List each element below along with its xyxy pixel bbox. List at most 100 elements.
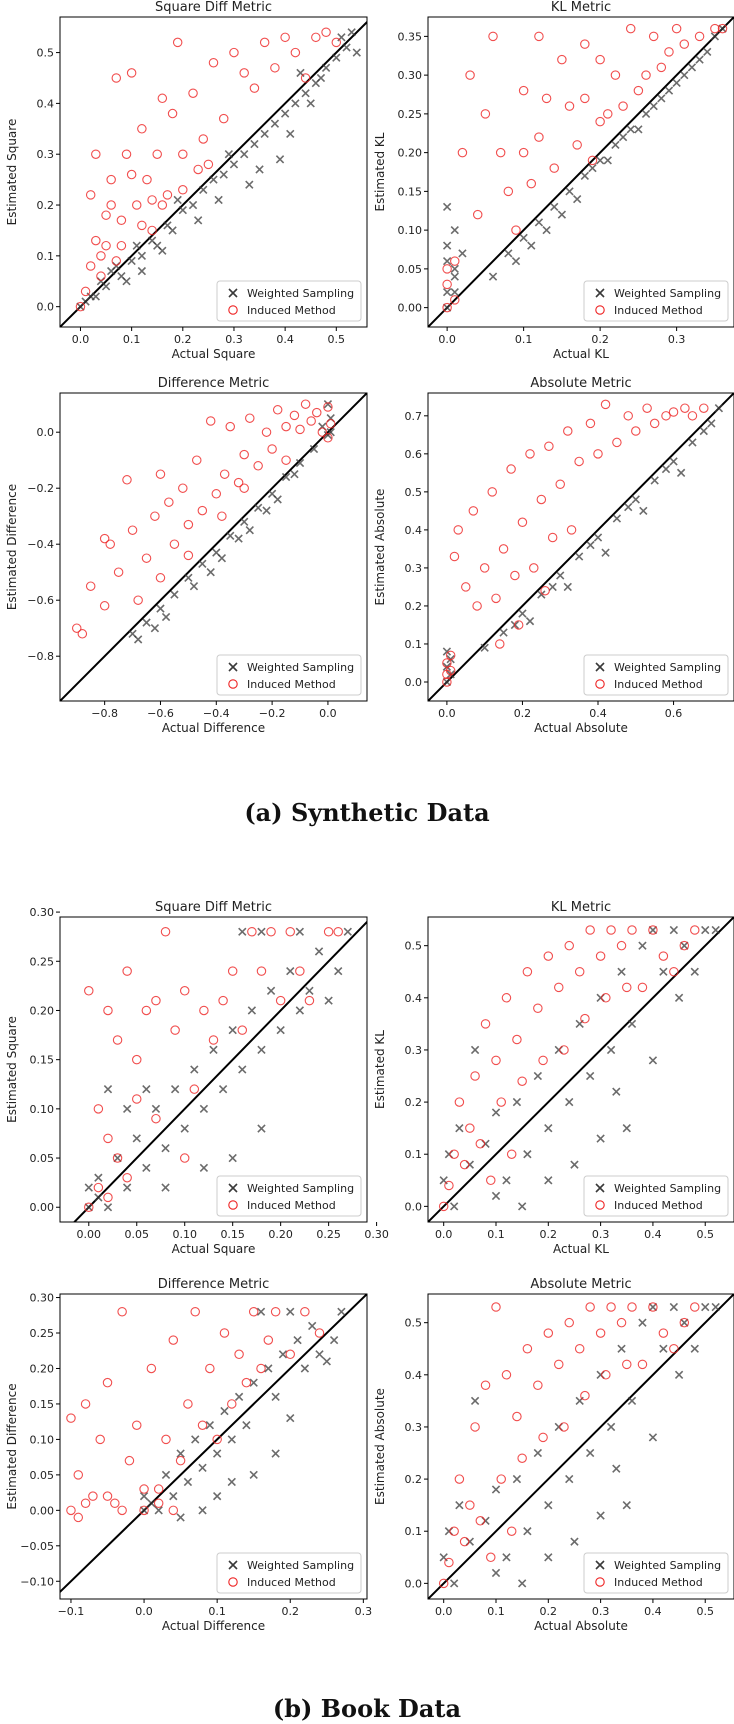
induced-method-point <box>610 70 621 80</box>
induced-method-point <box>486 1175 496 1186</box>
weighted-sampling-point <box>278 1350 288 1359</box>
weighted-sampling-point <box>664 86 674 95</box>
induced-method-point <box>192 455 202 465</box>
weighted-sampling-point <box>169 1491 178 1501</box>
induced-method-point <box>480 1380 491 1390</box>
weighted-sampling-point <box>309 444 319 454</box>
weighted-sampling-point <box>525 616 535 626</box>
chart-panel-2: KL Metric 0.0 0.1 0.2 0.3 0.00 0.05 0.10 0.15 0.2… <box>373 0 734 361</box>
weighted-sampling-point <box>442 647 452 656</box>
weighted-sampling-point <box>295 927 305 936</box>
induced-method-point <box>323 433 333 443</box>
weighted-sampling-point <box>596 993 605 1002</box>
induced-method-point <box>612 437 622 448</box>
induced-method-point <box>66 1505 76 1516</box>
induced-method-point <box>648 925 658 935</box>
induced-method-point <box>585 925 595 935</box>
induced-method-point <box>501 1370 512 1380</box>
weighted-sampling-point <box>198 559 207 568</box>
weighted-sampling-point <box>450 287 459 297</box>
y-tick-label: 0.2 <box>405 600 423 613</box>
induced-method-point <box>267 444 277 454</box>
weighted-sampling-point <box>611 140 620 150</box>
y-tick-label: 0.0 <box>37 426 55 439</box>
induced-method-point <box>266 927 276 937</box>
weighted-sampling-point <box>245 526 254 535</box>
weighted-sampling-point <box>238 1065 247 1074</box>
induced-method-point <box>178 185 188 195</box>
weighted-sampling-point <box>481 1139 490 1148</box>
induced-method-point <box>270 1306 281 1317</box>
weighted-sampling-point <box>334 966 343 976</box>
x-tick-label: 0.2 <box>282 1605 300 1618</box>
diagonal-reference-line <box>428 1294 734 1599</box>
weighted-sampling-point <box>458 249 467 258</box>
weighted-sampling-point <box>680 70 689 80</box>
weighted-sampling-point <box>253 503 263 512</box>
induced-method-point <box>468 506 479 516</box>
induced-method-point <box>574 456 584 467</box>
weighted-sampling-point <box>659 967 668 976</box>
induced-method-point <box>161 1434 171 1445</box>
induced-method-point <box>333 927 343 937</box>
weighted-sampling-point <box>450 272 459 281</box>
y-axis-label: Estimated Absolute <box>373 489 387 606</box>
weighted-sampling-point <box>324 996 333 1005</box>
weighted-sampling-point <box>674 1370 684 1379</box>
weighted-sampling-point <box>240 517 249 526</box>
induced-method-point <box>595 951 606 961</box>
induced-method-point <box>554 982 564 993</box>
weighted-sampling-point <box>672 78 681 88</box>
induced-method-point <box>168 1335 179 1345</box>
induced-method-point <box>153 1484 164 1494</box>
weighted-sampling-point <box>347 28 356 37</box>
weighted-sampling-point <box>280 109 290 118</box>
x-tick-label: 0.30 <box>364 1228 389 1241</box>
induced-method-point <box>139 1505 149 1516</box>
induced-method-point <box>208 57 219 68</box>
x-tick-label: 0.1 <box>487 1605 505 1618</box>
induced-method-point <box>169 539 180 549</box>
induced-method-point <box>479 563 490 573</box>
plot-frame <box>427 1293 734 1600</box>
weighted-sampling-point <box>606 1422 616 1432</box>
induced-method-point <box>648 31 659 42</box>
chart-panel-4: Absolute Metric 0.0 0.2 0.4 0.6 0.0 0.1 0.2 0.3 0… <box>373 376 734 735</box>
legend: Weighted Sampling Induced Method <box>583 280 729 322</box>
weighted-sampling-point <box>286 129 295 139</box>
weighted-sampling-point <box>480 643 489 652</box>
induced-method-point <box>536 494 547 505</box>
weighted-sampling-point <box>626 125 635 134</box>
legend-weighted-label: Weighted Sampling <box>614 1559 721 1572</box>
legend-weighted-label: Weighted Sampling <box>247 1559 354 1572</box>
y-tick-label: 0.2 <box>405 1473 423 1486</box>
induced-method-point <box>157 93 168 104</box>
induced-method-point <box>517 1076 527 1086</box>
induced-method-point <box>472 601 482 611</box>
induced-method-point <box>141 1005 152 1016</box>
induced-method-point <box>95 1434 105 1445</box>
weighted-sampling-point <box>142 1163 151 1173</box>
induced-method-point <box>137 124 147 134</box>
induced-method-point <box>99 533 110 544</box>
induced-method-point <box>300 1306 310 1317</box>
x-tick-label: 0.3 <box>592 1605 610 1618</box>
legend-induced-label: Induced Method <box>247 304 336 317</box>
induced-method-point <box>601 1370 611 1380</box>
weighted-sampling-point <box>142 618 151 627</box>
weighted-sampling-point <box>465 1160 475 1169</box>
x-axis-label: Actual Absolute <box>534 1619 628 1633</box>
weighted-sampling-point <box>511 256 521 266</box>
weighted-sampling-point <box>519 233 528 243</box>
induced-method-point <box>323 927 334 937</box>
induced-method-point <box>513 620 524 630</box>
weighted-sampling-point <box>84 1183 93 1192</box>
weighted-sampling-point <box>286 1307 295 1316</box>
weighted-sampling-point <box>170 590 179 599</box>
weighted-sampling-point <box>262 506 271 515</box>
y-tick-label: −0.8 <box>27 650 54 663</box>
legend-weighted-label: Weighted Sampling <box>614 287 721 300</box>
y-tick-label: 0.00 <box>30 1504 55 1517</box>
induced-method-point <box>518 85 529 96</box>
induced-method-point <box>219 1328 230 1338</box>
